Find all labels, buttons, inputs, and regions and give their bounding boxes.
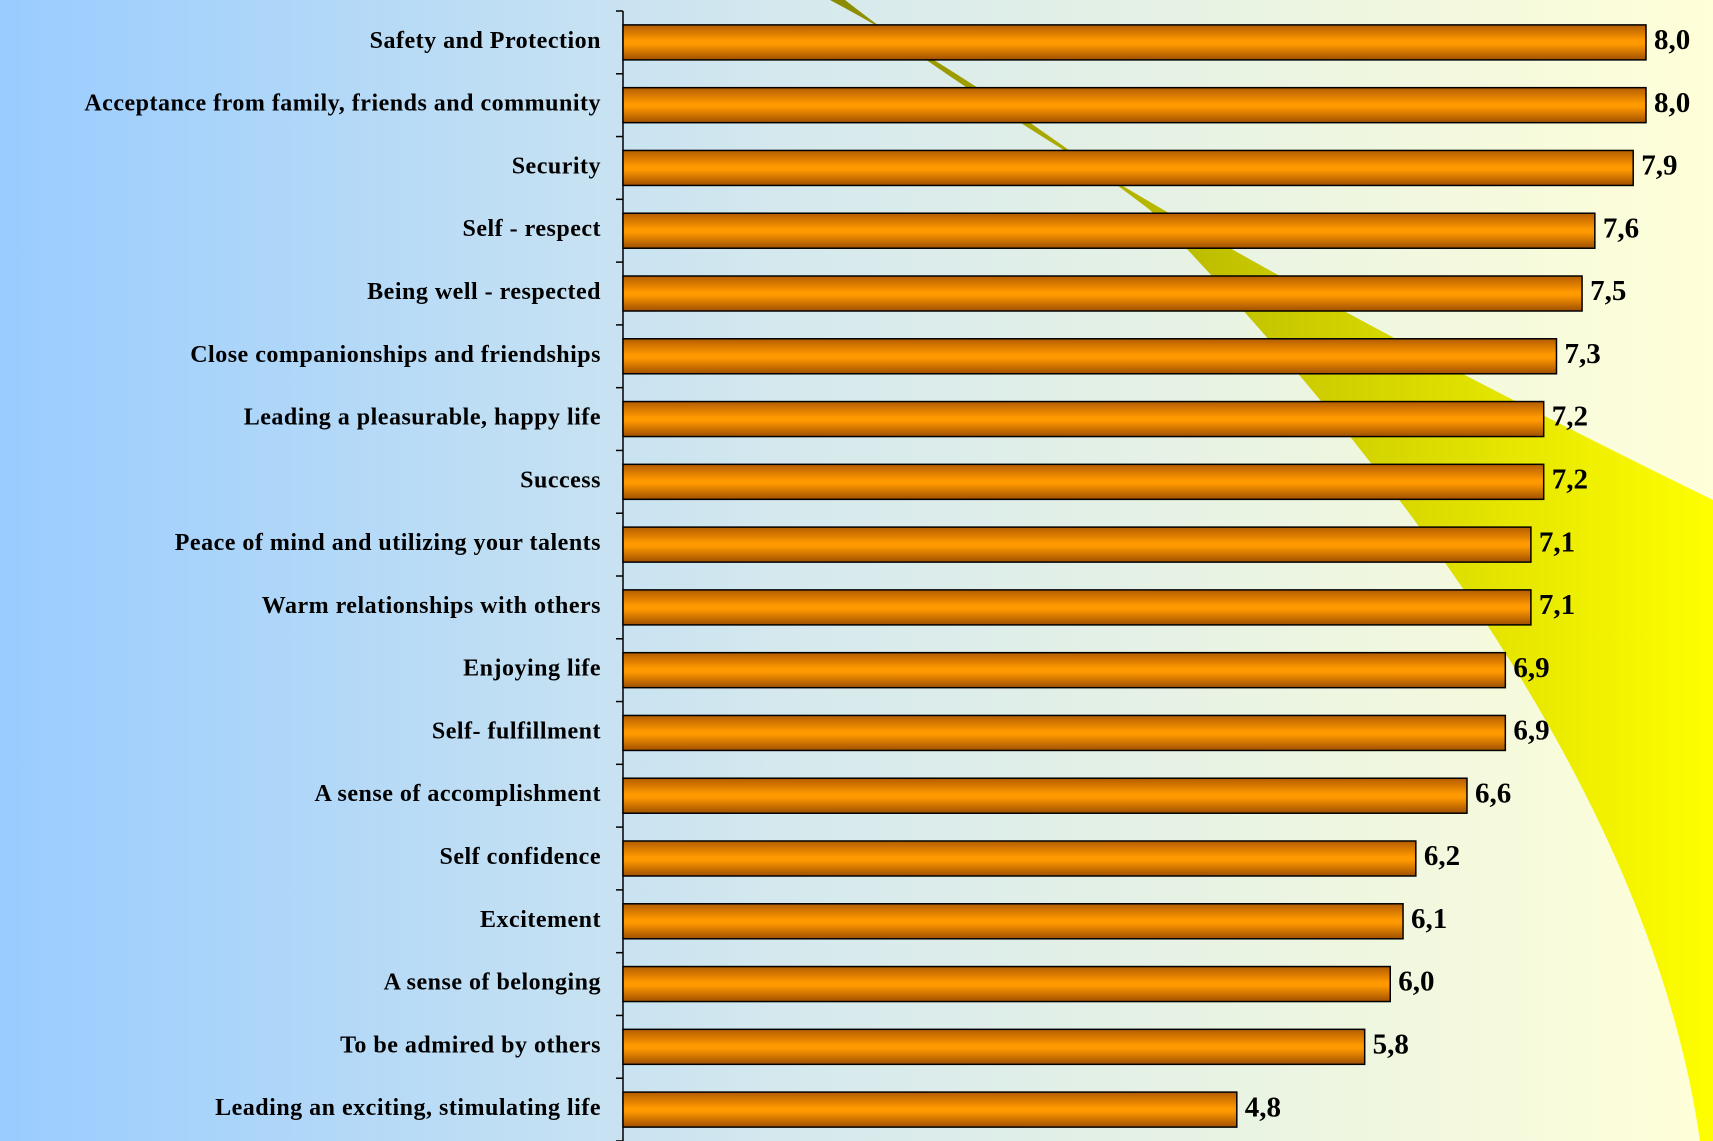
bar [622,275,1583,312]
value-label: 6,0 [1398,966,1434,998]
value-label: 6,9 [1513,652,1549,684]
category-label: Enjoying life [463,656,601,682]
value-label: 4,8 [1245,1091,1281,1123]
bar [622,777,1468,814]
category-label: Leading a pleasurable, happy life [244,405,601,431]
value-label: 7,9 [1641,150,1677,182]
category-label: Warm relationships with others [262,593,601,619]
bar [622,589,1532,626]
category-label: Self - respect [462,216,601,242]
bar [622,1028,1366,1066]
value-label: 8,0 [1654,87,1690,119]
bar [622,903,1404,940]
bar [622,840,1417,877]
value-label: 7,3 [1564,338,1600,370]
category-label: Excitement [480,907,601,933]
bar [622,86,1647,124]
value-label: 8,0 [1654,24,1690,56]
value-label: 6,2 [1424,840,1460,872]
category-label: Security [512,153,601,179]
category-label: To be admired by others [340,1032,601,1058]
value-label: 7,5 [1590,275,1626,307]
category-label: Acceptance from family, friends and comm… [84,91,601,117]
bar [622,1091,1238,1128]
category-label: Being well - respected [367,279,601,305]
category-label: Self- fulfillment [432,718,601,744]
value-label: 6,1 [1411,903,1447,935]
value-label: 7,6 [1603,212,1639,244]
category-label: Leading an exciting, stimulating life [215,1095,601,1121]
value-label: 7,2 [1552,401,1588,433]
value-label: 5,8 [1373,1028,1409,1060]
bar [622,651,1507,689]
bar [622,965,1391,1003]
bar [622,400,1545,438]
bar [622,149,1634,187]
value-label: 6,9 [1513,715,1549,747]
category-label: Self confidence [440,844,601,870]
category-label: A sense of belonging [384,970,601,996]
category-label: Close companionships and friendships [190,342,601,368]
decoration-swoosh [830,0,1713,1141]
category-label: A sense of accomplishment [315,781,601,807]
value-label: 6,6 [1475,777,1511,809]
bar [622,212,1596,249]
bar [622,526,1532,563]
category-label: Success [520,467,601,493]
bar [622,463,1545,501]
category-label: Safety and Protection [370,28,601,54]
plot: Safety and Protection 8,0 Acceptance from … [84,10,1690,1141]
bar [622,24,1647,61]
value-label: 7,1 [1539,589,1575,621]
bar [622,338,1558,375]
category-label: Peace of mind and utilizing your talents [175,530,601,556]
value-label: 7,1 [1539,526,1575,558]
value-label: 7,2 [1552,463,1588,495]
bar [622,714,1507,752]
